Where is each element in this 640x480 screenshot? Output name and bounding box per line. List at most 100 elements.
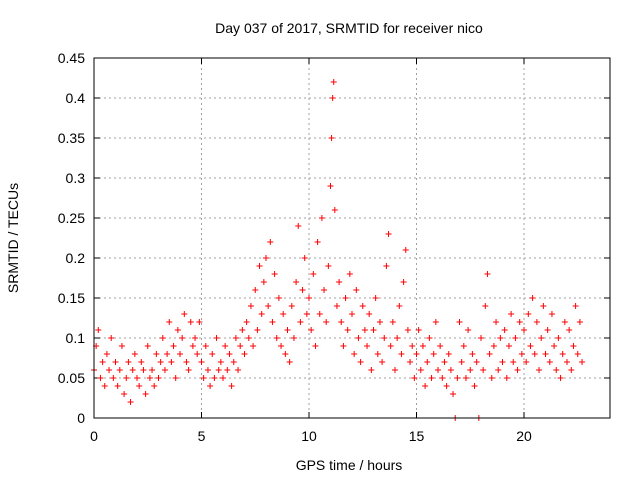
- data-point: [127, 399, 134, 405]
- data-point: [284, 327, 291, 333]
- data-point: [168, 359, 175, 365]
- data-point: [409, 343, 416, 349]
- data-point: [527, 343, 534, 349]
- data-point: [275, 295, 282, 301]
- data-point: [263, 255, 269, 261]
- data-point: [404, 327, 411, 333]
- data-point: [329, 95, 336, 101]
- data-point: [394, 335, 401, 341]
- data-point: [553, 367, 560, 373]
- data-point: [321, 287, 328, 293]
- data-point: [389, 319, 396, 325]
- data-point: [344, 327, 351, 333]
- data-point: [131, 351, 138, 357]
- data-point: [312, 343, 319, 349]
- data-point: [540, 303, 547, 309]
- data-point: [566, 327, 573, 333]
- data-point: [207, 383, 214, 389]
- data-point: [495, 367, 502, 373]
- data-point: [101, 383, 108, 389]
- data-point: [286, 359, 293, 365]
- data-point: [505, 343, 512, 349]
- axis-ticks: 0 0.05 0.1 0.15 0.2 0.25 0.3 0.35 0.4 0.45 0 5 10 15 2…: [58, 50, 610, 444]
- data-point: [490, 343, 497, 349]
- data-point: [400, 279, 407, 285]
- data-point: [151, 383, 158, 389]
- data-point: [245, 335, 252, 341]
- data-point: [357, 359, 364, 365]
- data-point: [574, 351, 581, 357]
- data-point: [338, 319, 345, 325]
- data-point: [271, 271, 278, 277]
- data-point: [478, 335, 484, 341]
- data-point: [557, 375, 564, 381]
- data-point: [269, 319, 276, 325]
- data-point: [544, 327, 551, 333]
- data-point: [138, 359, 145, 365]
- data-point: [398, 351, 405, 357]
- data-point: [435, 367, 441, 373]
- data-point: [381, 335, 388, 341]
- data-point: [370, 327, 377, 333]
- data-point: [499, 359, 506, 365]
- data-point: [232, 335, 239, 341]
- y-tick-label: 0.2: [66, 250, 86, 266]
- data-point: [293, 279, 300, 285]
- data-point: [372, 295, 379, 301]
- data-point: [374, 351, 381, 357]
- data-point: [411, 375, 418, 381]
- y-axis-label: SRMTID / TECUs: [5, 183, 21, 293]
- data-point: [200, 375, 207, 381]
- data-point: [516, 319, 523, 325]
- data-point: [422, 383, 429, 389]
- data-point: [252, 287, 259, 293]
- data-point: [493, 319, 500, 325]
- data-point: [351, 351, 358, 357]
- y-tick-label: 0.4: [66, 90, 86, 106]
- data-point: [224, 367, 231, 373]
- data-point: [447, 367, 454, 373]
- data-point: [222, 343, 229, 349]
- data-point: [514, 367, 521, 373]
- data-point: [525, 311, 532, 317]
- data-point: [254, 327, 261, 333]
- data-point: [512, 335, 519, 341]
- data-point: [419, 343, 426, 349]
- data-point: [529, 295, 536, 301]
- data-point: [235, 367, 242, 373]
- data-point: [123, 375, 130, 381]
- data-point: [280, 311, 287, 317]
- data-point: [437, 343, 444, 349]
- data-point: [413, 351, 420, 357]
- data-point: [144, 343, 151, 349]
- data-point: [140, 367, 147, 373]
- data-point: [445, 351, 452, 357]
- data-point: [361, 327, 368, 333]
- data-point: [118, 343, 125, 349]
- data-point: [153, 351, 160, 357]
- data-point: [349, 311, 355, 317]
- data-point: [501, 327, 508, 333]
- data-point: [189, 343, 196, 349]
- x-tick-label: 5: [198, 428, 206, 444]
- data-point: [267, 239, 274, 245]
- data-point: [209, 351, 216, 357]
- data-point: [314, 239, 321, 245]
- y-tick-label: 0.3: [66, 170, 86, 186]
- data-point: [355, 335, 362, 341]
- data-point: [303, 311, 310, 317]
- data-point: [108, 335, 115, 341]
- data-point: [465, 327, 472, 333]
- data-point: [114, 383, 121, 389]
- data-point: [523, 359, 530, 365]
- data-point: [181, 311, 188, 317]
- data-point: [325, 263, 332, 269]
- data-point: [288, 303, 295, 309]
- data-point: [458, 359, 465, 365]
- data-point: [230, 359, 237, 365]
- data-point: [306, 295, 312, 301]
- data-point: [159, 335, 166, 341]
- data-point: [379, 359, 386, 365]
- data-point: [146, 375, 153, 381]
- data-point: [250, 343, 257, 349]
